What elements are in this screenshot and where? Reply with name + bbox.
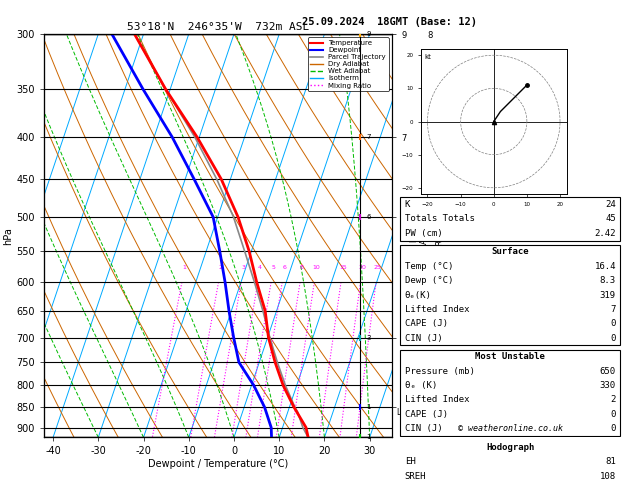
Text: 1: 1 xyxy=(367,404,371,410)
Text: 0: 0 xyxy=(611,424,616,433)
Text: 16.4: 16.4 xyxy=(594,262,616,271)
Text: 7: 7 xyxy=(367,134,371,140)
Text: LCL: LCL xyxy=(396,408,409,417)
Text: CAPE (J): CAPE (J) xyxy=(405,319,448,329)
Text: K: K xyxy=(405,200,410,209)
Text: 24: 24 xyxy=(605,200,616,209)
Text: 0: 0 xyxy=(611,319,616,329)
Text: 81: 81 xyxy=(605,457,616,466)
Text: 20: 20 xyxy=(359,265,366,270)
Text: Surface: Surface xyxy=(491,247,529,256)
Text: 8: 8 xyxy=(300,265,304,270)
Text: Pressure (mb): Pressure (mb) xyxy=(405,366,475,376)
Text: 650: 650 xyxy=(600,366,616,376)
Text: CAPE (J): CAPE (J) xyxy=(405,410,448,419)
Text: 15: 15 xyxy=(339,265,347,270)
Bar xyxy=(400,440,620,486)
Text: Lifted Index: Lifted Index xyxy=(405,305,469,314)
Text: Dewp (°C): Dewp (°C) xyxy=(405,276,453,285)
Text: 8.3: 8.3 xyxy=(600,276,616,285)
Text: 7: 7 xyxy=(611,305,616,314)
Text: 319: 319 xyxy=(600,291,616,299)
Text: 3: 3 xyxy=(242,265,245,270)
Text: 6: 6 xyxy=(367,214,371,220)
Bar xyxy=(400,349,620,436)
Text: 3: 3 xyxy=(367,334,371,341)
Text: 10: 10 xyxy=(312,265,320,270)
Text: 9: 9 xyxy=(367,31,371,37)
Text: 25: 25 xyxy=(374,265,382,270)
Y-axis label: km
ASL: km ASL xyxy=(409,228,429,243)
Text: EH: EH xyxy=(405,457,416,466)
Y-axis label: hPa: hPa xyxy=(4,227,14,244)
Text: 2: 2 xyxy=(219,265,223,270)
Legend: Temperature, Dewpoint, Parcel Trajectory, Dry Adiabat, Wet Adiabat, Isotherm, Mi: Temperature, Dewpoint, Parcel Trajectory… xyxy=(308,37,389,91)
Text: SREH: SREH xyxy=(405,471,426,481)
Title: 53°18'N  246°35'W  732m ASL: 53°18'N 246°35'W 732m ASL xyxy=(127,22,309,32)
X-axis label: Dewpoint / Temperature (°C): Dewpoint / Temperature (°C) xyxy=(148,459,288,469)
Text: © weatheronline.co.uk: © weatheronline.co.uk xyxy=(458,424,563,434)
Text: 0: 0 xyxy=(611,410,616,419)
Text: kt: kt xyxy=(424,53,431,60)
Y-axis label: Mixing Ratio (g/kg): Mixing Ratio (g/kg) xyxy=(436,196,445,276)
Bar xyxy=(400,244,620,346)
Text: 5: 5 xyxy=(271,265,275,270)
Bar xyxy=(400,197,620,241)
Text: Temp (°C): Temp (°C) xyxy=(405,262,453,271)
Text: Hodograph: Hodograph xyxy=(486,443,535,451)
Text: Lifted Index: Lifted Index xyxy=(405,396,469,404)
Text: 1: 1 xyxy=(182,265,186,270)
Text: 1: 1 xyxy=(367,434,371,440)
Text: CIN (J): CIN (J) xyxy=(405,334,442,343)
Text: 6: 6 xyxy=(282,265,286,270)
Text: Most Unstable: Most Unstable xyxy=(476,352,545,361)
Text: 2.42: 2.42 xyxy=(594,229,616,238)
Text: 2: 2 xyxy=(611,396,616,404)
Text: PW (cm): PW (cm) xyxy=(405,229,442,238)
Text: 45: 45 xyxy=(605,214,616,224)
Text: 4: 4 xyxy=(258,265,262,270)
Text: 108: 108 xyxy=(600,471,616,481)
Text: 0: 0 xyxy=(611,334,616,343)
Text: 25.09.2024  18GMT (Base: 12): 25.09.2024 18GMT (Base: 12) xyxy=(303,17,477,27)
Text: 330: 330 xyxy=(600,381,616,390)
Text: CIN (J): CIN (J) xyxy=(405,424,442,433)
Text: Totals Totals: Totals Totals xyxy=(405,214,475,224)
Text: θₑ (K): θₑ (K) xyxy=(405,381,437,390)
Text: θₑ(K): θₑ(K) xyxy=(405,291,431,299)
